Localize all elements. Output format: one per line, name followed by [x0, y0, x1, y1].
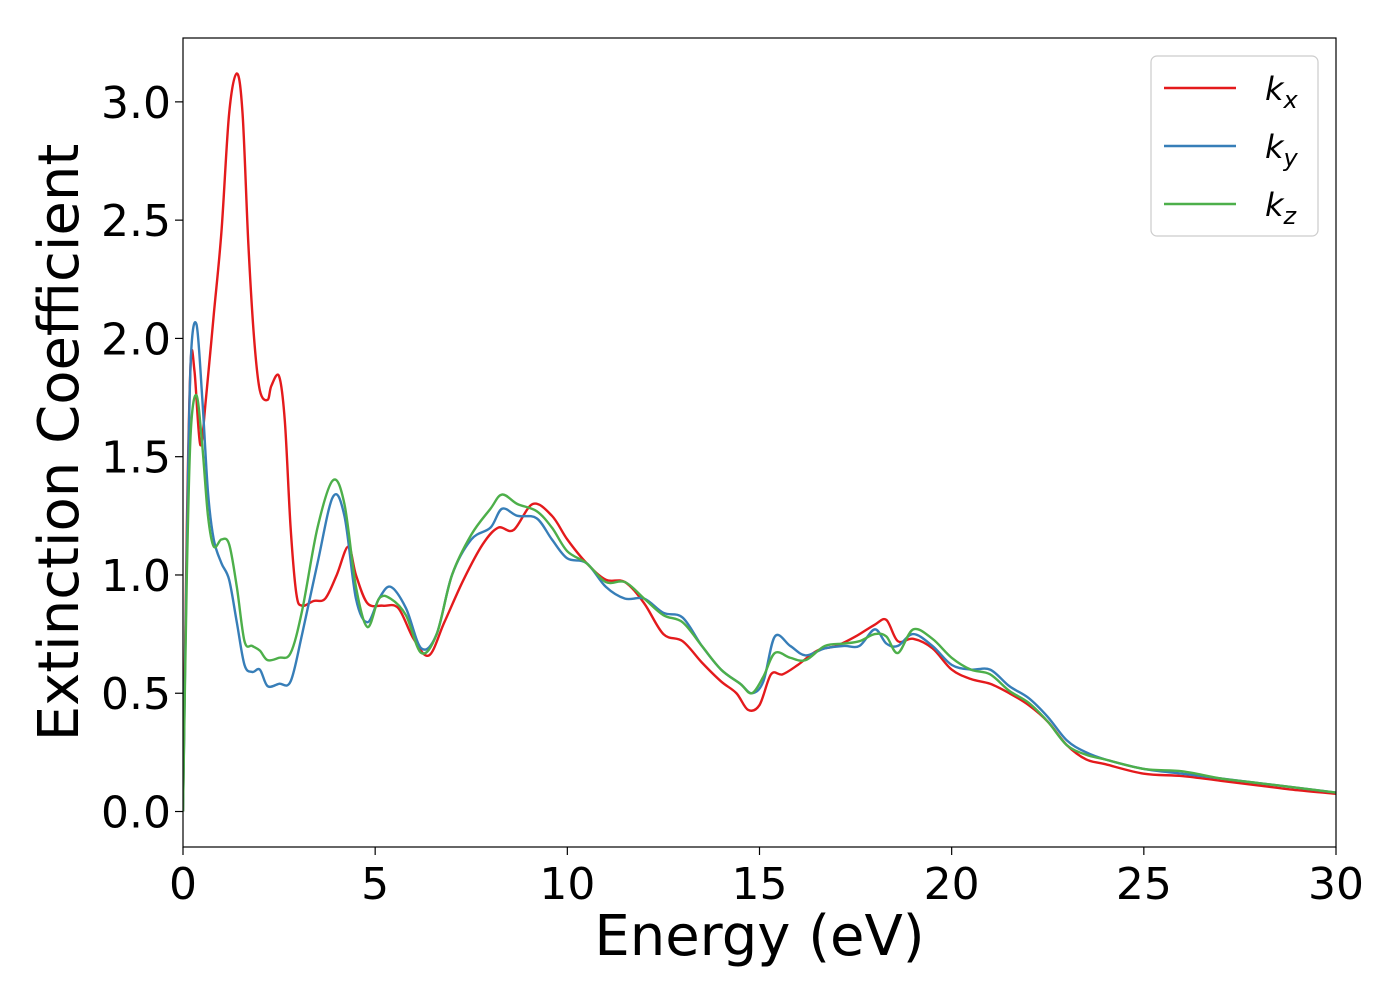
legend-label-main: k [1265, 70, 1285, 108]
y-axis-ticks: 0.0 0.5 1.0 1.5 2.0 2.5 3.0 [101, 78, 183, 839]
y-tick-label: 2.0 [101, 314, 171, 365]
x-tick-label: 30 [1308, 859, 1364, 910]
legend-label-subscript: z [1283, 202, 1298, 230]
x-tick-label: 10 [539, 859, 595, 910]
x-tick-label: 15 [732, 859, 788, 910]
y-tick-label: 3.0 [101, 78, 171, 129]
legend-label-main: k [1265, 186, 1285, 224]
series-lines-group [183, 72, 1336, 812]
y-tick-label: 0.0 [101, 788, 171, 839]
x-tick-label: 5 [361, 859, 389, 910]
legend-label-subscript: x [1283, 86, 1299, 114]
x-tick-label: 25 [1116, 859, 1172, 910]
x-tick-label: 0 [169, 859, 197, 910]
y-tick-label: 0.5 [101, 669, 171, 720]
y-tick-label: 1.5 [101, 433, 171, 484]
x-axis-ticks: 0 5 10 15 20 25 30 [169, 847, 1364, 910]
y-axis-title: Extinction Coefficient [27, 144, 92, 742]
legend-label-subscript: y [1283, 144, 1299, 172]
y-tick-label: 2.5 [101, 196, 171, 247]
legend-label-x: kx [1265, 70, 1299, 114]
x-tick-label: 20 [924, 859, 980, 910]
legend-label-main: k [1265, 128, 1285, 166]
y-tick-label: 1.0 [101, 551, 171, 602]
legend-label-y: ky [1265, 128, 1299, 172]
series-line-y [183, 321, 1336, 812]
legend-label-z: kz [1265, 186, 1298, 230]
x-axis-title: Energy (eV) [594, 904, 924, 969]
series-line-x [183, 72, 1336, 812]
series-line-z [183, 393, 1336, 812]
